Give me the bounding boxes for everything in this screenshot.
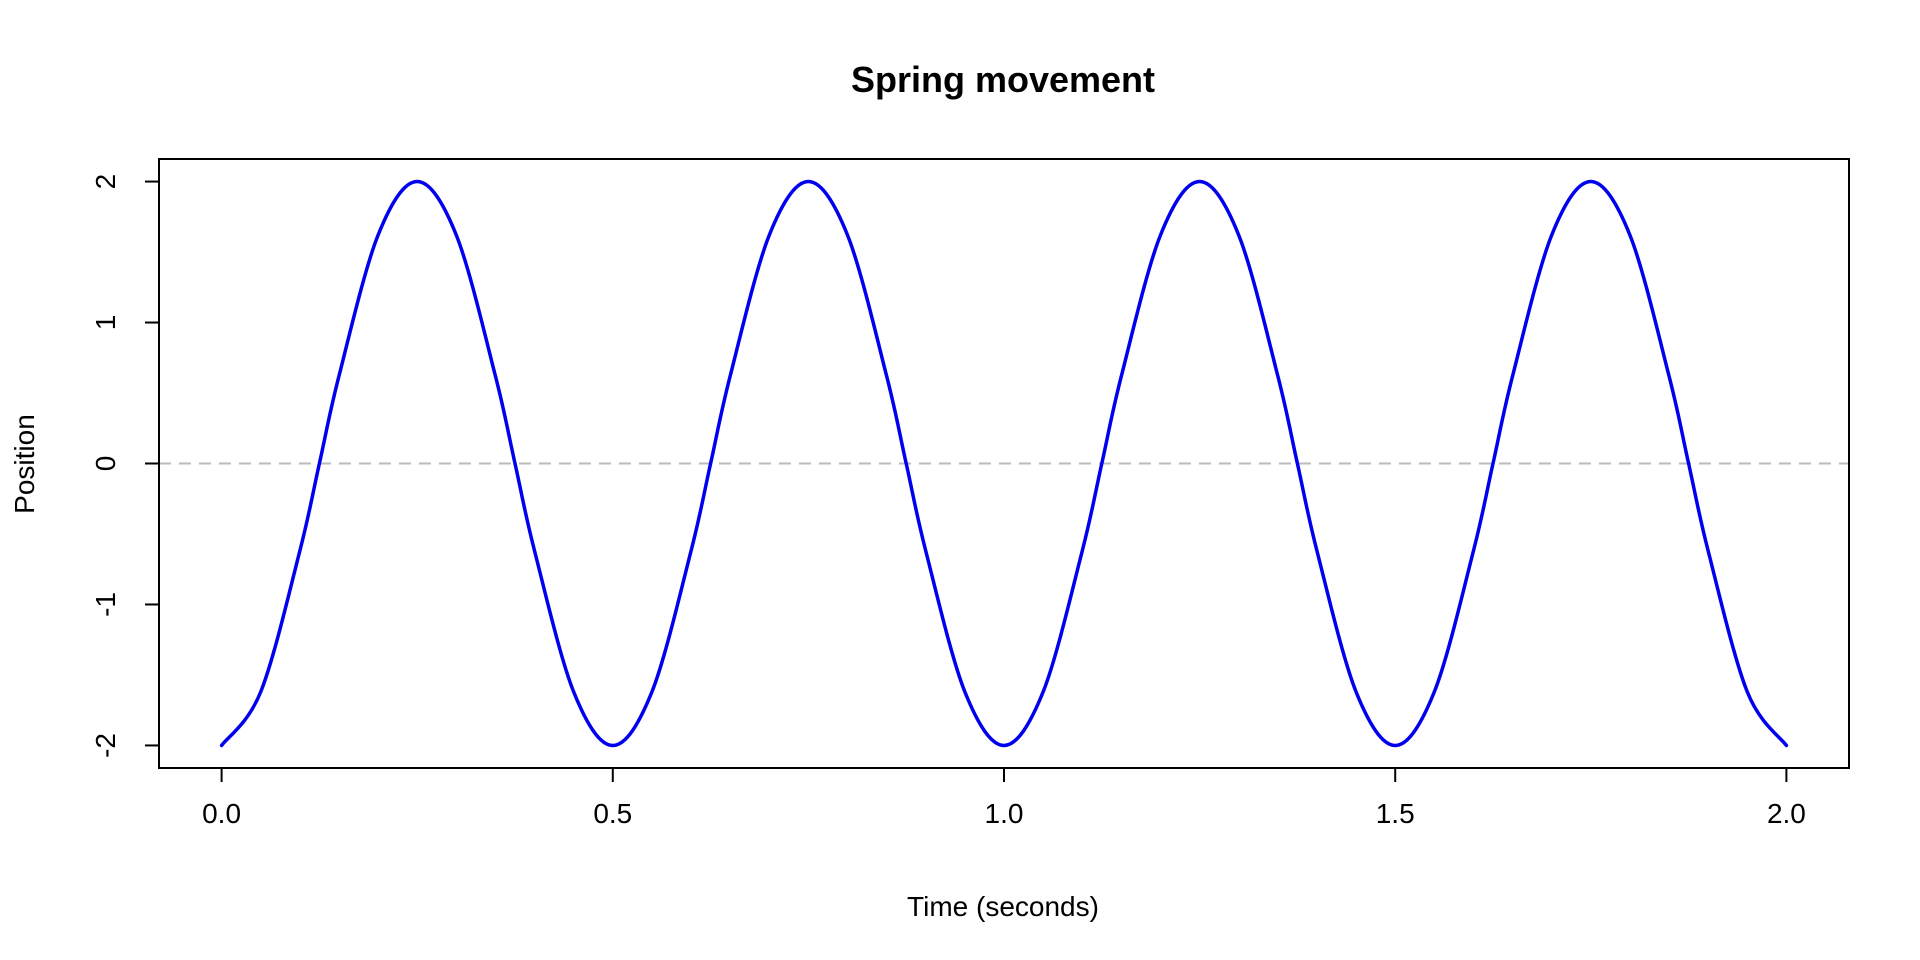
y-tick-label: -2 bbox=[90, 733, 121, 758]
y-tick-label: 1 bbox=[90, 315, 121, 331]
y-tick-label: 2 bbox=[90, 174, 121, 190]
x-tick-label: 0.0 bbox=[202, 798, 241, 829]
x-tick-label: 1.5 bbox=[1376, 798, 1415, 829]
x-axis-label: Time (seconds) bbox=[907, 891, 1099, 922]
y-tick-label: -1 bbox=[90, 592, 121, 617]
chart-title: Spring movement bbox=[851, 59, 1155, 100]
x-tick-label: 0.5 bbox=[593, 798, 632, 829]
x-tick-label: 1.0 bbox=[985, 798, 1024, 829]
y-axis-label: Position bbox=[9, 414, 40, 514]
series-lines bbox=[219, 179, 1789, 748]
x-axis: 0.0 0.5 1.0 1.5 2.0 bbox=[202, 767, 1806, 829]
y-axis: -2 -1 0 1 2 bbox=[90, 174, 160, 758]
series-line-0 bbox=[219, 179, 1789, 748]
x-tick-label: 2.0 bbox=[1767, 798, 1806, 829]
y-tick-label: 0 bbox=[90, 456, 121, 472]
